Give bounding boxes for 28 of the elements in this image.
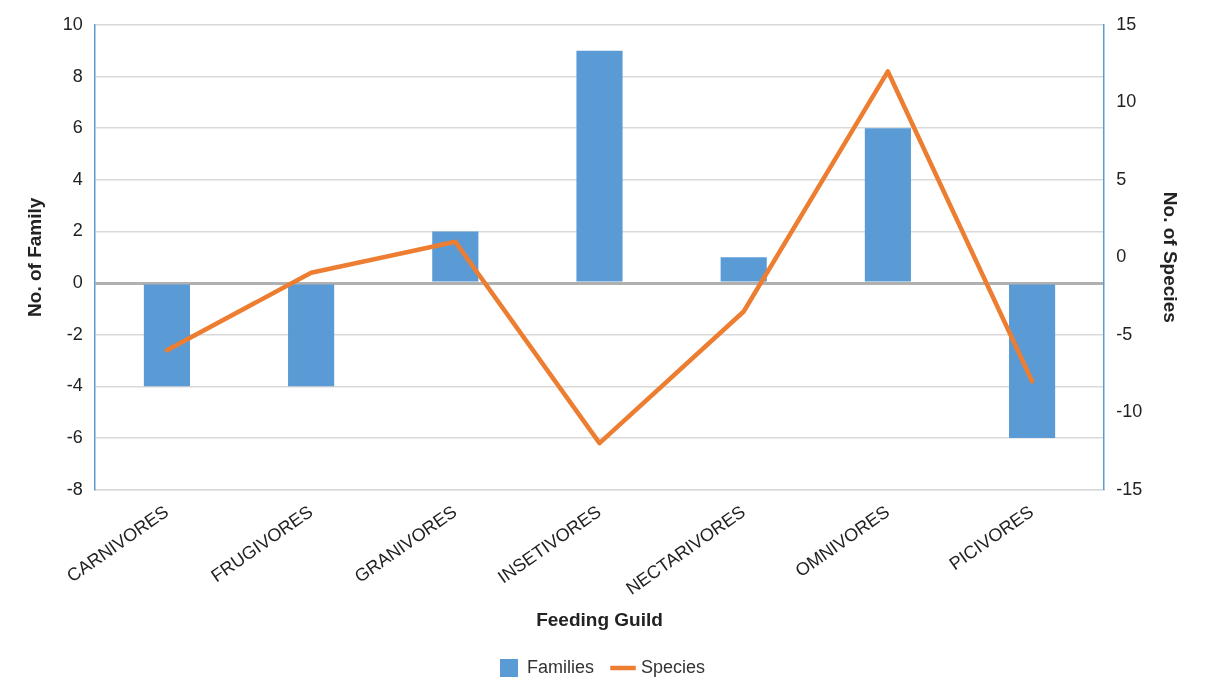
y-tick-label: -2 xyxy=(66,323,83,344)
legend-label: Species xyxy=(640,656,706,677)
y-tick-label: -4 xyxy=(66,375,83,396)
x-axis-title: Feeding Guild xyxy=(536,609,663,631)
y-tick-label: 0 xyxy=(72,272,83,293)
y-axis-title: No. of Family xyxy=(23,197,45,317)
y-tick-label: -8 xyxy=(66,478,83,499)
y-tick-label: 10 xyxy=(62,13,83,34)
y2-tick-label: -5 xyxy=(1116,323,1133,344)
y-tick-label: 4 xyxy=(72,168,83,189)
bar xyxy=(576,50,623,282)
bar xyxy=(720,257,767,282)
y-tick-label: 2 xyxy=(72,220,83,241)
bar xyxy=(864,128,911,282)
y-tick-label: 8 xyxy=(72,65,83,86)
y2-tick-label: -10 xyxy=(1116,401,1143,422)
bar xyxy=(288,284,335,387)
y2-tick-label: 15 xyxy=(1116,13,1137,34)
y-tick-label: 6 xyxy=(72,117,83,138)
bar xyxy=(1009,284,1056,438)
legend-label: Families xyxy=(526,656,594,677)
y2-tick-label: 0 xyxy=(1116,246,1127,267)
bar xyxy=(143,284,190,387)
y2-tick-label: 10 xyxy=(1116,91,1137,112)
y-tick-label: -6 xyxy=(66,426,83,447)
y2-tick-label: -15 xyxy=(1116,478,1143,499)
y2-axis-title: No. of Species xyxy=(1160,191,1182,323)
y2-tick-label: 5 xyxy=(1116,168,1127,189)
